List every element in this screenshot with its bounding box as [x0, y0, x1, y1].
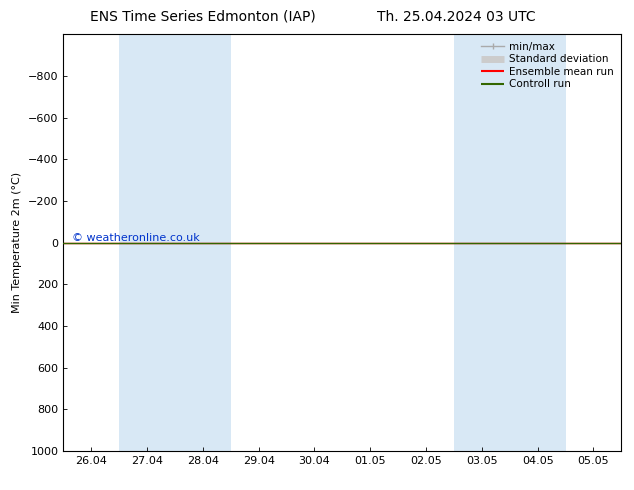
Legend: min/max, Standard deviation, Ensemble mean run, Controll run: min/max, Standard deviation, Ensemble me…	[479, 40, 616, 92]
Bar	[454, 34, 566, 451]
Text: ENS Time Series Edmonton (IAP): ENS Time Series Edmonton (IAP)	[90, 10, 316, 24]
Y-axis label: Min Temperature 2m (°C): Min Temperature 2m (°C)	[13, 172, 22, 313]
Bar	[119, 34, 231, 451]
Text: Th. 25.04.2024 03 UTC: Th. 25.04.2024 03 UTC	[377, 10, 536, 24]
Text: © weatheronline.co.uk: © weatheronline.co.uk	[72, 233, 200, 243]
